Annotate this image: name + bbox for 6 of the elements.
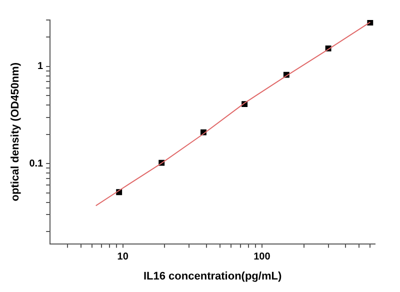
y-tick-label: 1 xyxy=(38,61,44,72)
y-axis-title: optical density (OD450nm) xyxy=(10,62,22,202)
x-axis-title: IL16 concentration(pg/mL) xyxy=(143,270,282,282)
y-tick-label: 0.1 xyxy=(29,158,44,170)
x-tick-label: 100 xyxy=(254,252,271,263)
x-tick-label: 10 xyxy=(117,252,129,263)
